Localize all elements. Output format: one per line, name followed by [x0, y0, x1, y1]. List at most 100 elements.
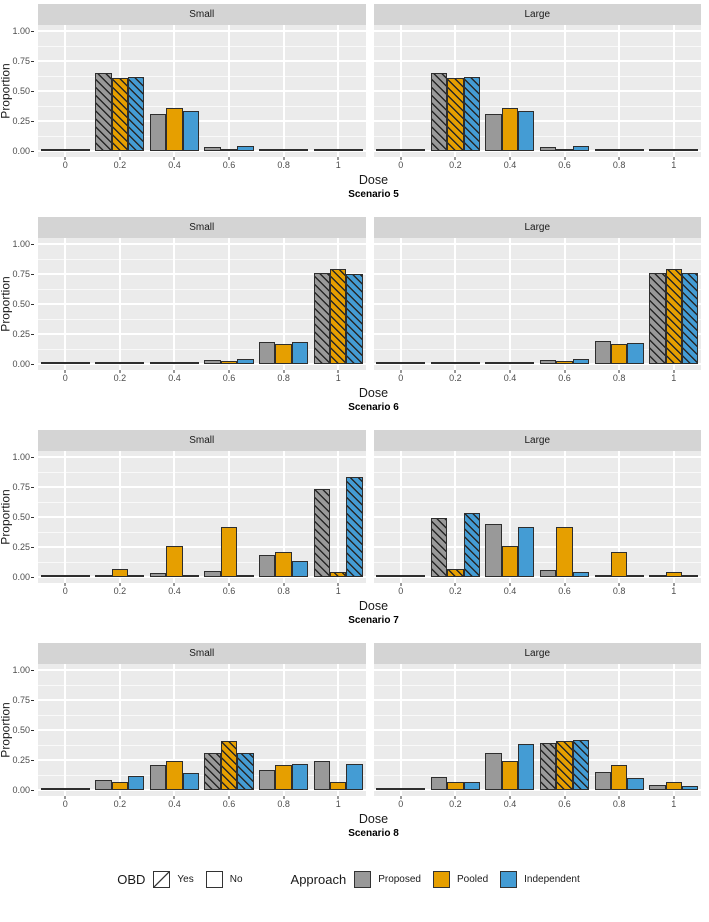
bar-proposed — [95, 362, 112, 364]
bar-proposed — [204, 147, 221, 151]
grid-line-vertical — [337, 25, 340, 157]
plot-panel — [373, 238, 701, 370]
facet-large: Large 0 0.2 0.4 0.6 0.8 1 — [373, 643, 701, 810]
x-axis: 0 0.2 0.4 0.6 0.8 1 — [38, 370, 366, 384]
dose-group — [592, 664, 647, 796]
dose-group — [374, 664, 429, 796]
grid-line-major — [373, 456, 701, 458]
x-tick-label: 0 — [398, 586, 404, 596]
bar-proposed — [313, 761, 330, 790]
grid-line-vertical — [282, 451, 285, 583]
grid-line-vertical — [64, 664, 67, 796]
bar-proposed — [594, 575, 611, 577]
x-tick-mark — [618, 157, 620, 160]
x-tick-label: 1 — [335, 586, 341, 596]
bar-independent — [408, 362, 426, 364]
x-tick-mark — [283, 370, 285, 373]
x-tick-label: 0 — [398, 160, 404, 170]
grid-line-major — [38, 333, 366, 335]
legend-obd-item: No — [205, 871, 243, 888]
grid-line-vertical — [228, 664, 231, 796]
bar-pooled — [610, 551, 628, 577]
grid-line-vertical — [508, 25, 511, 157]
grid-line-vertical — [563, 238, 566, 370]
bar-proposed — [149, 764, 167, 790]
x-tick-mark — [283, 157, 285, 160]
y-tick-label: 1.00 — [12, 239, 30, 249]
bar-proposed — [40, 788, 58, 790]
bar-pooled — [665, 149, 682, 151]
facet-strip-label: Large — [524, 435, 551, 446]
dose-group — [428, 451, 483, 583]
x-tick-label: 0.8 — [612, 373, 626, 383]
x-tick-label: 0.2 — [113, 799, 127, 809]
grid-line-vertical — [454, 664, 457, 796]
x-tick-mark — [283, 796, 285, 799]
facet-large: Large 0 0.2 0.4 0.6 0.8 1 — [373, 4, 701, 171]
dose-group — [93, 25, 148, 157]
grid-line-minor — [373, 684, 701, 686]
facet-strip-label: Small — [189, 9, 215, 20]
bar-pooled — [57, 362, 74, 364]
dose-group — [38, 25, 93, 157]
y-tick-mark — [31, 730, 34, 731]
dose-group — [202, 238, 257, 370]
grid-line-minor — [38, 105, 366, 107]
legend-approach-item: Pooled — [433, 871, 488, 888]
bar-pooled — [330, 572, 347, 577]
bar-proposed — [204, 571, 221, 577]
grid-line-minor — [373, 561, 701, 563]
legend-approach-title: Approach — [290, 872, 347, 887]
scenario-caption: Scenario 8 — [348, 828, 399, 839]
dose-group — [256, 451, 311, 583]
legend-obd-items: Yes No — [153, 871, 254, 888]
grid-line-vertical — [399, 25, 402, 157]
x-tick-label: 0.2 — [449, 373, 462, 383]
bar-pooled — [392, 149, 409, 151]
grid-line-major — [38, 789, 366, 791]
x-tick-mark — [454, 583, 456, 586]
facet-large: Large 0 0.2 0.4 0.6 0.8 1 — [373, 217, 701, 384]
grid-line-vertical — [118, 664, 121, 796]
grid-line-vertical — [118, 451, 121, 583]
bar-proposed — [594, 149, 611, 151]
scenario-row: Proportion 0.00 0.25 0.50 0.75 1.00 Small 0 0.2 0… — [0, 643, 709, 810]
x-tick-mark — [173, 796, 175, 799]
x-tick-label: 0.2 — [449, 160, 462, 170]
facet-small: Small 0 0.2 0.4 0.6 0.8 1 — [38, 217, 366, 384]
scenario-caption: Scenario 6 — [348, 402, 399, 413]
bar-proposed — [376, 149, 393, 151]
bar-independent — [237, 752, 254, 790]
grid-line-major — [38, 150, 366, 152]
dose-group — [646, 25, 701, 157]
dose-group — [93, 238, 148, 370]
bar-pooled — [556, 526, 573, 577]
grid-line-vertical — [399, 238, 402, 370]
grid-line-major — [38, 456, 366, 458]
bar-pooled — [111, 568, 129, 577]
facet-large: Large 0 0.2 0.4 0.6 0.8 1 — [373, 430, 701, 597]
x-tick-label: 0.2 — [449, 799, 462, 809]
dose-group — [646, 238, 701, 370]
y-axis-title-text: Proportion — [0, 489, 13, 545]
facet-strip: Small — [38, 430, 366, 451]
x-tick-label: 0.6 — [558, 586, 571, 596]
facet-strip-label: Small — [189, 435, 215, 446]
grid-line-major — [373, 759, 701, 761]
y-tick-mark — [31, 457, 34, 458]
bar-independent — [346, 477, 363, 577]
bar-pooled — [665, 269, 682, 364]
bar-proposed — [376, 575, 393, 577]
dose-group — [311, 451, 366, 583]
x-tick-mark — [564, 583, 566, 586]
bar-proposed — [594, 772, 611, 790]
grid-line-major — [373, 303, 701, 305]
y-tick-mark — [31, 61, 34, 62]
grid-line-minor — [373, 135, 701, 137]
bar-independent — [346, 763, 363, 790]
bar-proposed — [259, 342, 276, 364]
x-tick-label: 0.8 — [277, 586, 290, 596]
x-tick-label: 0.8 — [277, 373, 290, 383]
obd-yes-key — [153, 871, 171, 888]
x-tick-mark — [400, 583, 402, 586]
